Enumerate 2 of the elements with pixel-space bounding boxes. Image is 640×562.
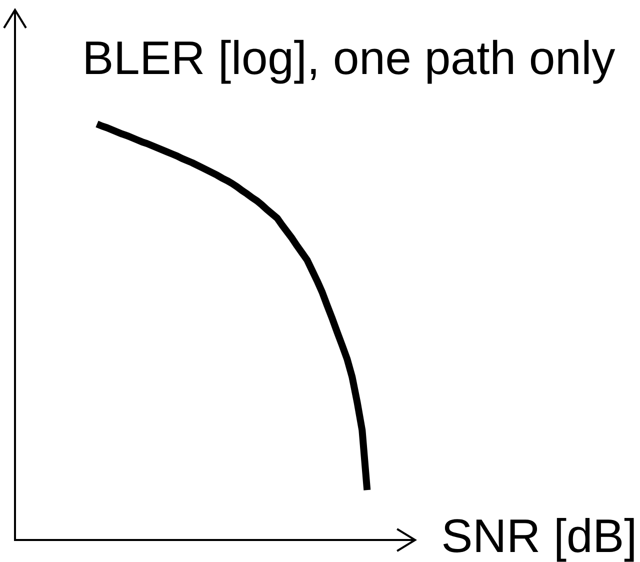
y-axis-title: BLER [log], one path only [86, 40, 616, 84]
x-axis-title: SNR [dB] [443, 518, 634, 562]
